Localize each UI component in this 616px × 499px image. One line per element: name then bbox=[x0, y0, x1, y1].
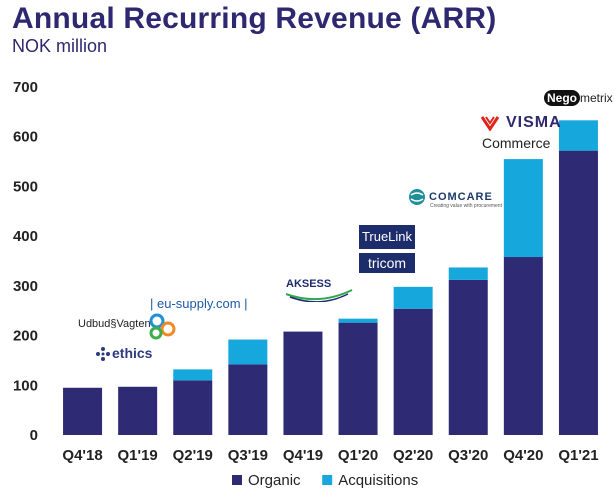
bar-organic-7 bbox=[448, 279, 488, 435]
x-tick-label: Q2'19 bbox=[173, 447, 213, 464]
aksess-swoosh-icon bbox=[285, 289, 353, 302]
ethics-logo: ethics bbox=[96, 345, 153, 362]
bar-organic-1 bbox=[118, 386, 158, 435]
comcare-tagline: Creating value with procurement bbox=[430, 203, 502, 209]
x-tick-label: Q3'20 bbox=[448, 447, 488, 464]
truelink-logo: TrueLink bbox=[359, 225, 415, 249]
bar-acquisitions-6 bbox=[393, 286, 433, 309]
y-axis-ticks: 0 100 200 300 400 500 600 700 bbox=[13, 79, 38, 444]
legend-label-acquisitions: Acquisitions bbox=[338, 472, 418, 489]
negometrix-logo-nego: Nego bbox=[544, 90, 580, 106]
legend: Organic Acquisitions bbox=[232, 472, 418, 489]
y-tick-label: 400 bbox=[13, 228, 38, 245]
x-tick-label: Q2'20 bbox=[393, 447, 433, 464]
bar-acquisitions-9 bbox=[558, 120, 598, 151]
comcare-logo-text: COMCARE bbox=[429, 190, 493, 203]
bar-organic-6 bbox=[393, 308, 433, 435]
ethics-dots-icon bbox=[96, 347, 110, 362]
ethics-logo-text: ethics bbox=[112, 345, 153, 361]
x-tick-label: Q3'19 bbox=[228, 447, 268, 464]
visma-mark-icon bbox=[480, 115, 500, 131]
aksess-logo-text: AKSESS bbox=[286, 278, 332, 290]
x-axis-ticks: Q4'18 Q1'19 Q2'19 Q3'19 Q4'19 Q1'20 Q2'20 Q3'20… bbox=[62, 447, 598, 464]
bars bbox=[63, 120, 598, 436]
y-tick-label: 300 bbox=[13, 278, 38, 295]
visma-logo: VISMA bbox=[480, 114, 562, 132]
bar-acquisitions-3 bbox=[228, 339, 268, 365]
negometrix-logo-metrix: metrix bbox=[580, 91, 613, 105]
tricom-logo: tricom bbox=[359, 253, 415, 273]
udbudsvagten-swirl-icon bbox=[149, 313, 176, 340]
x-tick-label: Q1'19 bbox=[118, 447, 158, 464]
bar-acquisitions-8 bbox=[503, 159, 543, 258]
legend-label-organic: Organic bbox=[248, 472, 301, 489]
bar-organic-9 bbox=[558, 150, 598, 436]
bar-organic-8 bbox=[503, 257, 543, 435]
y-tick-label: 200 bbox=[13, 328, 38, 345]
x-tick-label: Q1'21 bbox=[558, 447, 598, 464]
x-tick-label: Q4'20 bbox=[503, 447, 543, 464]
legend-swatch-organic bbox=[232, 475, 242, 485]
y-tick-label: 700 bbox=[13, 79, 38, 96]
y-tick-label: 600 bbox=[13, 129, 38, 146]
bar-organic-2 bbox=[173, 380, 213, 435]
x-tick-label: Q4'18 bbox=[62, 447, 102, 464]
bar-organic-4 bbox=[283, 331, 323, 435]
bar-acquisitions-5 bbox=[338, 318, 378, 323]
udbudsvagten-logo: Udbud§Vagten bbox=[78, 313, 176, 340]
aksess-logo: AKSESS bbox=[285, 278, 353, 302]
bar-organic-0 bbox=[63, 387, 103, 435]
bar-organic-3 bbox=[228, 364, 268, 435]
visma-logo-text: VISMA bbox=[506, 114, 562, 131]
y-tick-label: 100 bbox=[13, 377, 38, 394]
commerce-logo-text: Commerce bbox=[482, 135, 551, 151]
udbudsvagten-logo-text: Udbud§Vagten bbox=[78, 318, 151, 330]
x-tick-label: Q4'19 bbox=[283, 447, 323, 464]
y-tick-label: 0 bbox=[30, 427, 38, 444]
bar-acquisitions-2 bbox=[173, 369, 213, 381]
eu-supply-logo: | eu-supply.com | bbox=[150, 296, 248, 311]
chart-title: Annual Recurring Revenue (ARR) bbox=[12, 2, 497, 35]
comcare-mark-icon bbox=[409, 189, 425, 205]
chart-subtitle: NOK million bbox=[12, 36, 108, 56]
x-tick-label: Q1'20 bbox=[338, 447, 378, 464]
legend-swatch-acquisitions bbox=[322, 475, 333, 485]
bar-organic-5 bbox=[338, 322, 378, 435]
bar-acquisitions-7 bbox=[448, 267, 488, 280]
negometrix-logo: Nego metrix bbox=[544, 90, 613, 106]
y-tick-label: 500 bbox=[13, 178, 38, 195]
comcare-logo: COMCARE Creating value with procurement bbox=[408, 188, 502, 209]
